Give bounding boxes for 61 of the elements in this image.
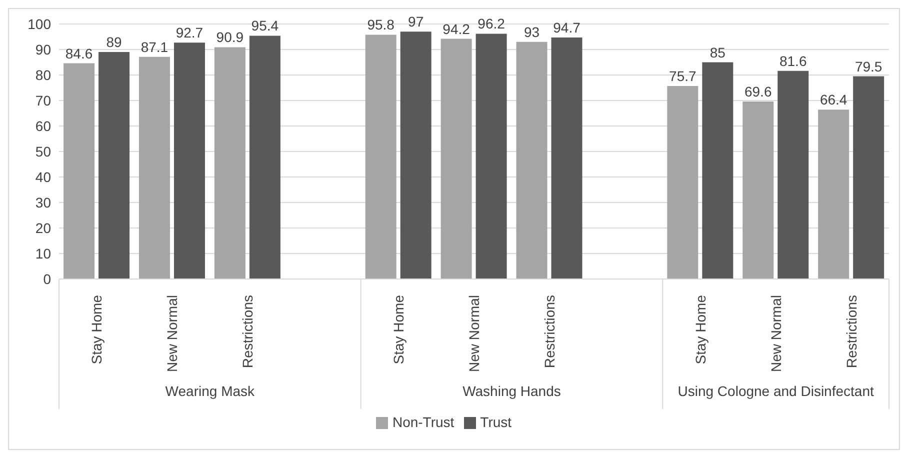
data-label: 89: [106, 34, 122, 50]
y-tick-label: 80: [35, 66, 52, 83]
data-label: 94.7: [553, 20, 581, 36]
y-tick-label: 90: [35, 41, 52, 58]
data-label: 96.2: [478, 16, 506, 32]
bar: [742, 102, 774, 279]
x-tick-label: Restrictions: [541, 295, 558, 368]
bar: [400, 32, 432, 279]
y-tick-label: 70: [35, 92, 52, 108]
bar: [778, 70, 809, 279]
x-tick-label: Stay Home: [88, 294, 105, 364]
y-tick-label: 20: [35, 220, 52, 236]
y-tick-label: 40: [35, 168, 52, 185]
bar: [667, 86, 698, 279]
data-label: 90.9: [216, 29, 244, 46]
y-tick-label: 10: [35, 245, 52, 262]
x-tick-label: New Normal: [164, 295, 180, 372]
y-tick-label: 50: [35, 143, 52, 160]
data-label: 95.8: [367, 16, 395, 33]
data-label: 95.4: [251, 18, 279, 34]
data-label: 69.6: [744, 84, 772, 100]
legend-label: Non-Trust: [392, 414, 454, 430]
bar: [174, 42, 205, 279]
data-label: 75.7: [669, 68, 696, 84]
bar: [440, 38, 472, 279]
y-tick-label: 30: [35, 194, 52, 210]
bar: [702, 62, 734, 279]
bar: [249, 36, 280, 279]
data-label: 84.6: [65, 45, 93, 62]
bar: [551, 38, 582, 279]
x-tick-label: Restrictions: [843, 295, 860, 368]
data-label: 97: [408, 14, 424, 30]
data-label: 66.4: [820, 92, 848, 108]
x-tick-label: New Normal: [768, 295, 784, 372]
x-tick-label: New Normal: [466, 295, 482, 372]
x-tick-label: Stay Home: [692, 294, 708, 364]
data-label: 87.1: [140, 38, 168, 55]
y-tick-label: 100: [28, 16, 52, 32]
data-label: 92.7: [176, 24, 204, 41]
bar: [476, 34, 507, 279]
data-label: 93: [524, 24, 540, 40]
bar: [516, 42, 548, 279]
y-tick-label: 60: [35, 118, 52, 134]
x-tick-label: Stay Home: [390, 294, 407, 364]
bar: [138, 56, 170, 279]
text: Wearing Mask: [165, 383, 256, 399]
y-tick-label: 0: [43, 270, 52, 287]
data-label: 85: [710, 44, 726, 60]
bar: [214, 47, 246, 279]
bar: [64, 63, 95, 279]
data-label: 79.5: [854, 58, 882, 74]
legend-label: Trust: [480, 414, 512, 430]
text: Using Cologne and Disinfectant: [678, 383, 874, 399]
bar: [818, 110, 850, 279]
bar: [365, 34, 396, 279]
x-tick-label: Restrictions: [240, 295, 256, 368]
data-label: 81.6: [779, 52, 807, 69]
bar: [98, 52, 130, 279]
bar: [853, 76, 884, 279]
data-label: 94.2: [442, 20, 470, 37]
text: Washing Hands: [462, 383, 561, 399]
